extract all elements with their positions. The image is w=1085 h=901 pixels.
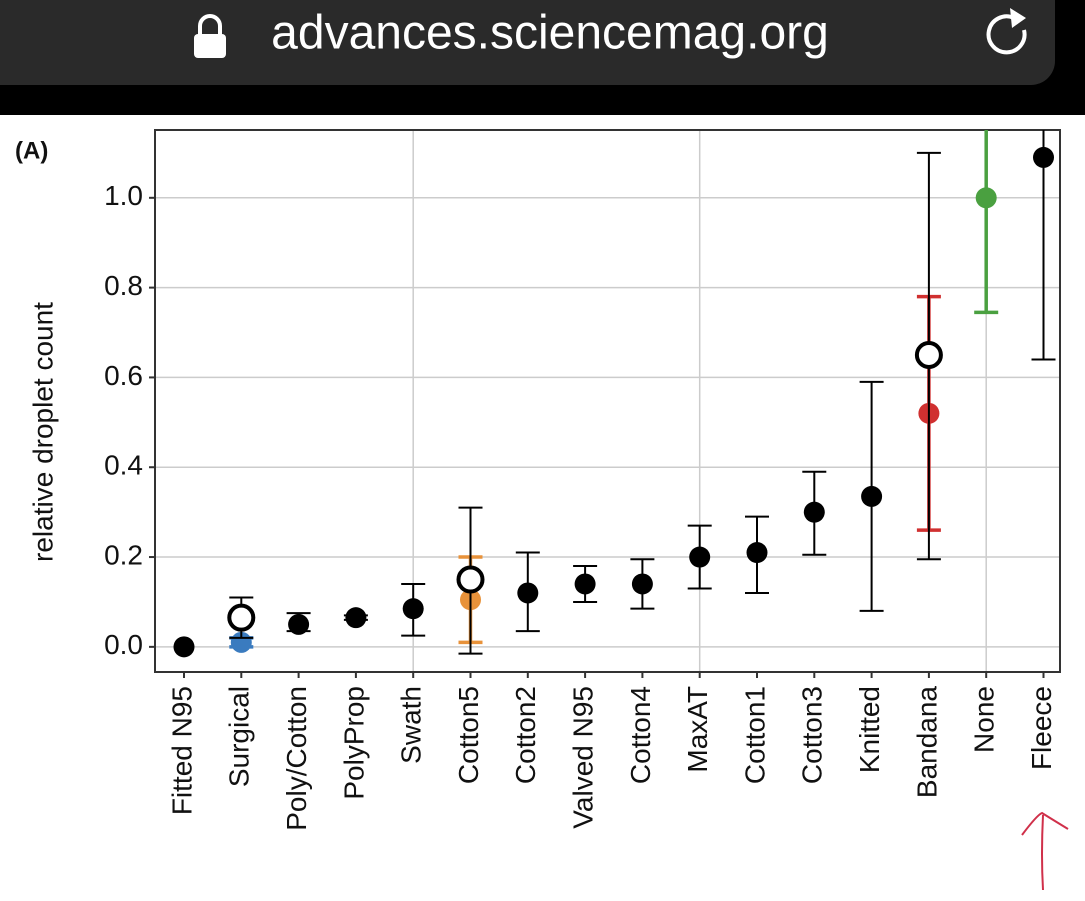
grid xyxy=(155,130,1060,672)
x-tick-label: Cotton5 xyxy=(453,686,484,784)
x-tick-label: Cotton3 xyxy=(797,686,828,784)
marker xyxy=(861,485,883,507)
marker xyxy=(574,573,596,595)
x-tick-label: Knitted xyxy=(854,686,885,773)
marker xyxy=(689,546,711,568)
marker xyxy=(173,636,195,658)
y-tick-label: 0.4 xyxy=(104,450,143,481)
open-marker xyxy=(227,603,256,632)
marker xyxy=(402,598,424,620)
x-tick-label: Swath xyxy=(396,686,427,764)
x-tick-label: Fitted N95 xyxy=(166,686,197,815)
open-marker xyxy=(914,340,943,369)
plot-area xyxy=(173,130,1056,658)
y-tick-label: 1.0 xyxy=(104,180,143,211)
marker xyxy=(975,187,997,209)
marker xyxy=(631,573,653,595)
x-tick-label: PolyProp xyxy=(338,686,369,800)
panel-label: (A) xyxy=(15,137,48,164)
x-tick-label: MaxAT xyxy=(682,686,713,773)
x-tick-label: None xyxy=(969,686,1000,753)
y-tick-label: 0.8 xyxy=(104,270,143,301)
x-tick-label: Cotton2 xyxy=(510,686,541,784)
y-tick-label: 0.0 xyxy=(104,629,143,660)
x-tick-label: Bandana xyxy=(911,686,942,799)
plot-frame xyxy=(154,129,1061,673)
marker xyxy=(288,613,310,635)
marker xyxy=(517,582,539,604)
hand-drawn-arrow xyxy=(1021,811,1069,891)
x-tick-label: Cotton4 xyxy=(625,686,656,784)
x-tick-label: Poly/Cotton xyxy=(281,686,312,831)
marker xyxy=(803,501,825,523)
y-tick-label: 0.6 xyxy=(104,360,143,391)
marker xyxy=(345,607,367,629)
x-tick-label: Fleece xyxy=(1026,686,1057,770)
y-axis-label: relative droplet count xyxy=(27,302,58,562)
marker xyxy=(1033,146,1054,168)
url[interactable]: advances.sciencemag.org xyxy=(271,7,829,60)
open-marker xyxy=(456,565,485,594)
reload-icon[interactable] xyxy=(986,8,1027,55)
address-bar[interactable] xyxy=(0,0,1055,85)
error-bar xyxy=(974,130,999,315)
lock-icon xyxy=(194,14,226,58)
marker xyxy=(746,542,768,564)
x-tick-label: Valved N95 xyxy=(567,686,598,829)
x-tick-label: Surgical xyxy=(224,686,255,787)
y-tick-label: 0.2 xyxy=(104,539,143,570)
x-tick-label: Cotton1 xyxy=(739,686,770,784)
